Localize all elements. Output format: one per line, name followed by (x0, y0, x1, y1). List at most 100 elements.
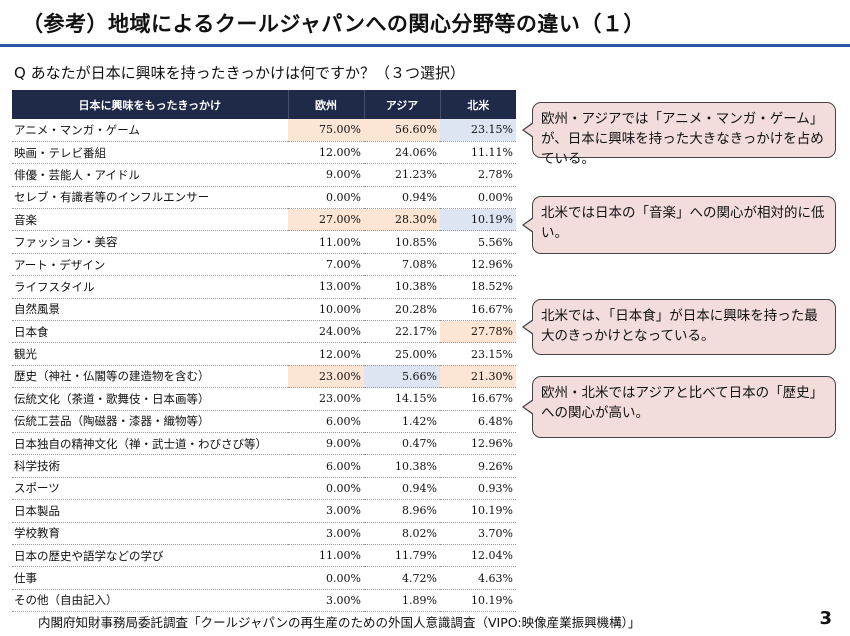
table-row: 歴史（神社・仏閣等の建造物を含む） 23.00% 5.66% 21.30% (12, 365, 516, 389)
table-row: 観光 12.00% 25.00% 23.15% (12, 342, 516, 366)
row-label: 科学技術 (12, 454, 288, 478)
value-cell-north-america: 18.52% (440, 275, 516, 299)
row-label: セレブ・有識者等のインフルエンサー (12, 186, 288, 210)
row-label: ファッション・美容 (12, 230, 288, 254)
value-cell-north-america: 10.19% (440, 589, 516, 613)
table-row: ファッション・美容 11.00% 10.85% 5.56% (12, 230, 516, 254)
table-row: 学校教育 3.00% 8.02% 3.70% (12, 522, 516, 545)
value-cell-europe: 13.00% (288, 275, 364, 299)
value-cell-asia: 10.38% (364, 275, 440, 299)
table-row: 日本独自の精神文化（禅・武士道・わびさび等） 9.00% 0.47% 12.96% (12, 432, 516, 456)
value-cell-asia: 28.30% (364, 208, 440, 232)
value-cell-north-america: 16.67% (440, 387, 516, 411)
value-cell-north-america: 0.93% (440, 477, 516, 501)
survey-question: Q あなたが日本に興味を持ったきっかけは何ですか？（３つ選択） (14, 64, 465, 82)
value-cell-europe: 27.00% (288, 208, 364, 232)
value-cell-europe: 6.00% (288, 410, 364, 433)
row-label: 仕事 (12, 566, 288, 590)
value-cell-europe: 9.00% (288, 432, 364, 456)
value-cell-north-america: 5.56% (440, 230, 516, 254)
row-label: 日本の歴史や語学などの学び (12, 544, 288, 568)
row-label: 伝統文化（茶道・歌舞伎・日本画等） (12, 387, 288, 411)
value-cell-asia: 22.17% (364, 320, 440, 344)
page-title: （参考）地域によるクールジャパンへの関心分野等の違い（１） (22, 12, 645, 36)
value-cell-asia: 1.89% (364, 589, 440, 613)
callout-text: 北米では日本の「音楽」への関心が相対的に低い。 (541, 205, 825, 241)
value-cell-europe: 11.00% (288, 544, 364, 568)
row-label: 日本食 (12, 320, 288, 344)
table-row: 映画・テレビ番組 12.00% 24.06% 11.11% (12, 141, 516, 165)
value-cell-asia: 56.60% (364, 119, 440, 142)
value-cell-north-america: 4.63% (440, 566, 516, 590)
callout-japanese-food: 北米では、「日本食」が日本に興味を持った最大のきっかけとなっている。 (522, 299, 836, 355)
value-cell-asia: 0.47% (364, 432, 440, 456)
table-row: アート・デザイン 7.00% 7.08% 12.96% (12, 253, 516, 277)
callout-anime-manga-game: 欧州・アジアでは「アニメ・マンガ・ゲーム」が、日本に興味を持った大きなきっかけを… (522, 102, 836, 167)
value-cell-north-america: 3.70% (440, 522, 516, 545)
value-cell-europe: 3.00% (288, 589, 364, 613)
column-header-asia: アジア (364, 90, 441, 119)
value-cell-north-america: 23.15% (440, 119, 516, 142)
value-cell-asia: 1.42% (364, 410, 440, 433)
survey-results-table: 日本に興味をもったきっかけ 欧州 アジア 北米 アニメ・マンガ・ゲーム 75.00… (12, 90, 516, 613)
table-row: 自然風景 10.00% 20.28% 16.67% (12, 298, 516, 322)
row-label: 学校教育 (12, 522, 288, 545)
value-cell-asia: 8.96% (364, 499, 440, 523)
value-cell-north-america: 10.19% (440, 208, 516, 232)
callout-history: 欧州・北米ではアジアと比べて日本の「歴史」への関心が高い。 (522, 376, 836, 438)
table-row: セレブ・有識者等のインフルエンサー 0.00% 0.94% 0.00% (12, 186, 516, 210)
value-cell-europe: 7.00% (288, 253, 364, 277)
source-footnote: 内閣府知財事務局委託調査「クールジャパンの再生産のための外国人意識調査（VIPO… (38, 615, 641, 630)
table-row: アニメ・マンガ・ゲーム 75.00% 56.60% 23.15% (12, 119, 516, 142)
value-cell-north-america: 12.04% (440, 544, 516, 568)
value-cell-asia: 14.15% (364, 387, 440, 411)
value-cell-europe: 12.00% (288, 342, 364, 366)
value-cell-europe: 3.00% (288, 499, 364, 523)
value-cell-asia: 25.00% (364, 342, 440, 366)
value-cell-europe: 75.00% (288, 119, 364, 142)
value-cell-asia: 0.94% (364, 477, 440, 501)
value-cell-europe: 24.00% (288, 320, 364, 344)
row-label: ライフスタイル (12, 275, 288, 299)
value-cell-asia: 10.38% (364, 454, 440, 478)
page-number: 3 (819, 608, 832, 629)
value-cell-north-america: 21.30% (440, 365, 516, 389)
row-label: 歴史（神社・仏閣等の建造物を含む） (12, 365, 288, 389)
value-cell-north-america: 10.19% (440, 499, 516, 523)
table-row: 日本食 24.00% 22.17% 27.78% (12, 320, 516, 344)
table-header-row: 日本に興味をもったきっかけ 欧州 アジア 北米 (12, 90, 516, 119)
callout-text: 欧州・北米ではアジアと比べて日本の「歴史」への関心が高い。 (541, 385, 824, 421)
value-cell-europe: 0.00% (288, 477, 364, 501)
table-row: 日本の歴史や語学などの学び 11.00% 11.79% 12.04% (12, 544, 516, 568)
table-row: 伝統文化（茶道・歌舞伎・日本画等） 23.00% 14.15% 16.67% (12, 387, 516, 411)
column-header-north-america: 北米 (440, 90, 516, 119)
column-header-trigger: 日本に興味をもったきっかけ (12, 90, 289, 119)
value-cell-north-america: 9.26% (440, 454, 516, 478)
column-header-europe: 欧州 (288, 90, 365, 119)
row-label: スポーツ (12, 477, 288, 501)
table-row: その他（自由記入） 3.00% 1.89% 10.19% (12, 589, 516, 613)
value-cell-europe: 23.00% (288, 365, 364, 389)
row-label: 俳優・芸能人・アイドル (12, 163, 288, 187)
row-label: 自然風景 (12, 298, 288, 322)
title-divider (0, 44, 850, 47)
value-cell-north-america: 0.00% (440, 186, 516, 210)
table-row: 音楽 27.00% 28.30% 10.19% (12, 208, 516, 232)
table-row: スポーツ 0.00% 0.94% 0.93% (12, 477, 516, 501)
value-cell-north-america: 11.11% (440, 141, 516, 165)
row-label: アート・デザイン (12, 253, 288, 277)
callout-music: 北米では日本の「音楽」への関心が相対的に低い。 (522, 196, 836, 254)
table-row: 日本製品 3.00% 8.96% 10.19% (12, 499, 516, 523)
row-label: アニメ・マンガ・ゲーム (12, 119, 288, 142)
callout-text: 北米では、「日本食」が日本に興味を持った最大のきっかけとなっている。 (541, 308, 818, 344)
value-cell-asia: 24.06% (364, 141, 440, 165)
value-cell-north-america: 2.78% (440, 163, 516, 187)
value-cell-north-america: 6.48% (440, 410, 516, 433)
row-label: 日本製品 (12, 499, 288, 523)
value-cell-north-america: 12.96% (440, 432, 516, 456)
row-label: その他（自由記入） (12, 589, 288, 613)
table-row: 俳優・芸能人・アイドル 9.00% 21.23% 2.78% (12, 163, 516, 187)
value-cell-europe: 12.00% (288, 141, 364, 165)
row-label: 観光 (12, 342, 288, 366)
value-cell-asia: 7.08% (364, 253, 440, 277)
